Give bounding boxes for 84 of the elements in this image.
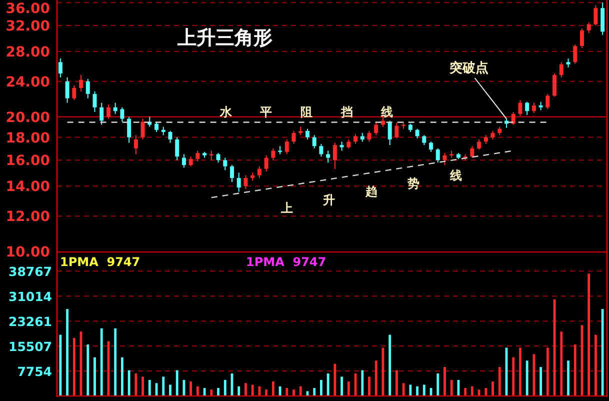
bar (484, 388, 488, 396)
bar (340, 376, 343, 396)
bar (190, 382, 192, 396)
y-tick-label: 38767 (8, 264, 52, 280)
bar (601, 309, 604, 396)
bar (492, 382, 494, 396)
bar (395, 370, 398, 396)
text: 水 平 阻 挡 线 (220, 105, 394, 120)
y-tick-label: 32.00 (6, 18, 50, 34)
bar (347, 382, 350, 396)
bar (560, 332, 563, 396)
bar (326, 373, 330, 396)
bar (162, 376, 165, 396)
bar (540, 367, 542, 396)
y-tick-label: 10.00 (6, 244, 50, 260)
bar (169, 384, 172, 396)
bar (196, 386, 199, 396)
bar (402, 383, 405, 396)
bar (142, 376, 144, 396)
bar (594, 334, 597, 396)
y-tick-label: 23261 (8, 314, 52, 330)
bar (114, 328, 117, 396)
y-tick-label: 20.00 (6, 110, 50, 126)
bar (546, 348, 549, 396)
bar (320, 380, 322, 396)
bar (532, 354, 536, 396)
bar (176, 370, 178, 396)
bar (361, 370, 364, 396)
bar (148, 380, 151, 396)
bar (388, 334, 392, 396)
bar (526, 360, 528, 396)
y-tick-label: 28.00 (6, 44, 50, 60)
bar (210, 390, 213, 396)
bar (436, 373, 440, 396)
bar (286, 388, 288, 396)
bar (313, 388, 316, 396)
y-tick-label: 12.00 (6, 209, 50, 226)
y-tick-label: 15507 (8, 339, 52, 354)
bar (409, 384, 412, 396)
bar (512, 357, 515, 396)
bar (238, 386, 240, 396)
annotation: 突破点 (448, 60, 488, 76)
bar (134, 373, 138, 396)
bar (574, 344, 576, 396)
y-tick-label: 14.00 (6, 179, 50, 196)
bar (217, 388, 220, 396)
annotation: 1PMA 9747 (60, 255, 140, 269)
bar (374, 360, 378, 396)
bar (72, 338, 76, 396)
y-tick-label: 7754 (17, 364, 52, 380)
bar (470, 386, 474, 396)
bar (334, 364, 336, 396)
bar (519, 348, 522, 396)
y-tick-label: 31014 (8, 289, 52, 304)
bar (244, 383, 247, 396)
annotation: 1PMA 9747 (246, 255, 326, 269)
bar (416, 386, 418, 396)
bar (368, 376, 370, 396)
bar (100, 328, 103, 396)
bar (498, 367, 501, 396)
bar (224, 380, 226, 396)
bar (120, 357, 124, 396)
bar (567, 360, 570, 396)
y-tick-label: 24.00 (6, 74, 50, 90)
bar (444, 367, 446, 396)
bar (59, 334, 62, 396)
bar (292, 390, 295, 396)
bar (464, 388, 467, 396)
y-tick-label: 16.00 (6, 153, 50, 170)
bar (588, 274, 590, 396)
bar (94, 357, 96, 396)
bar (258, 386, 261, 396)
text: 上升三角形 (176, 27, 272, 49)
bar (128, 370, 130, 396)
bar (66, 309, 68, 396)
y-tick-label: 18.00 (6, 130, 50, 146)
bar (86, 344, 90, 396)
bar (272, 382, 274, 396)
bar (265, 390, 268, 396)
bar (422, 384, 426, 396)
bar (450, 380, 453, 396)
y-tick-label: 36.00 (6, 1, 50, 17)
bar (251, 384, 254, 396)
bar (299, 386, 302, 396)
